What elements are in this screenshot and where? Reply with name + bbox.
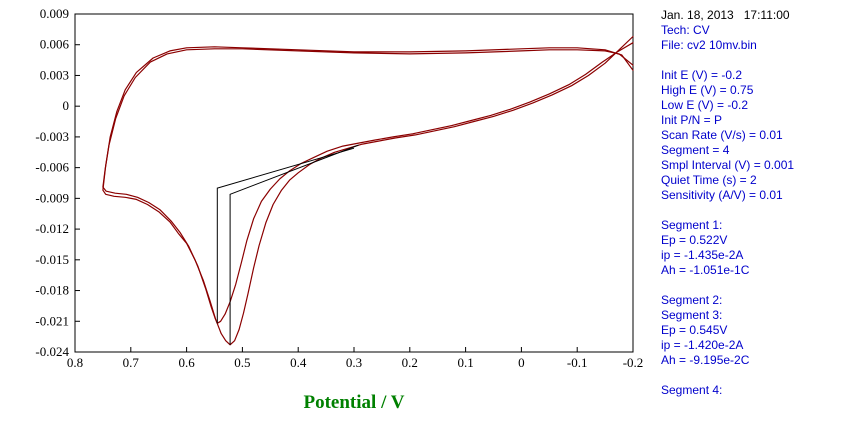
param-segment: Segment = 4 [661,143,730,157]
y-tick-label: 0.003 [40,67,69,82]
segment-1-ah: Ah = -1.051e-1C [661,263,750,277]
timestamp: Jan. 18, 2013 17:11:00 [661,8,790,22]
y-tick-label: -0.003 [35,129,69,144]
y-tick-label: -0.006 [35,160,69,175]
segment-3-ep: Ep = 0.545V [661,323,728,337]
cv-chart-area: 0.8 0.7 0.6 0.5 0.4 0.3 0.2 0.1 0 -0.1 -0.2 0.009 0.… [35,6,644,413]
x-tick-label: 0.5 [234,355,250,370]
y-tick-label: 0 [63,98,70,113]
x-tick-label: 0.4 [290,355,307,370]
segment-3-ip: ip = -1.420e-2A [661,338,744,352]
param-init-e: Init E (V) = -0.2 [661,68,743,82]
x-tick-label: -0.1 [567,355,588,370]
spacer [661,203,849,218]
x-axis-title: Potential / V [304,392,405,413]
peak-segment-3-marker [216,147,355,324]
segment-1-header: Segment 1: [661,218,723,232]
x-tick-label: 0.8 [67,355,83,370]
param-low-e: Low E (V) = -0.2 [661,98,749,112]
param-sensitivity: Sensitivity (A/V) = 0.01 [661,188,783,202]
file-label: File: cv2 10mv.bin [661,38,757,52]
x-tick-label: 0 [518,355,525,370]
y-tick-label: -0.018 [35,283,69,298]
plot-border [74,13,634,353]
x-tick-label: 0.7 [123,355,140,370]
segment-1-ep: Ep = 0.522V [661,233,728,247]
spacer [661,278,849,293]
cv-curve-cycle-2-segments-3-4 [102,42,634,324]
y-tick-label: -0.021 [35,313,69,328]
segment-4-header: Segment 4: [661,383,723,397]
x-tick-label: 0.1 [457,355,473,370]
spacer [661,53,849,68]
segment-2-header: Segment 2: [661,293,723,307]
x-tick-label: 0.6 [178,355,195,370]
y-tick-label: -0.009 [35,190,69,205]
param-smpl-interval: Smpl Interval (V) = 0.001 [661,158,795,172]
param-high-e: High E (V) = 0.75 [661,83,754,97]
param-init-pn: Init P/N = P [661,113,723,127]
cv-plot: 0.8 0.7 0.6 0.5 0.4 0.3 0.2 0.1 0 -0.1 -0.2 0.009 0.… [35,6,644,413]
cv-curve-cycle-1-segments-1-2 [102,35,634,346]
spacer [661,368,849,383]
y-tick-label: -0.012 [35,221,69,236]
x-tick-label: -0.2 [623,355,644,370]
param-quiet-time: Quiet Time (s) = 2 [661,173,757,187]
y-tick-label: -0.015 [35,252,69,267]
segment-3-header: Segment 3: [661,308,723,322]
y-tick-label: 0.006 [40,37,70,52]
param-scan-rate: Scan Rate (V/s) = 0.01 [661,128,783,142]
segment-1-ip: ip = -1.435e-2A [661,248,744,262]
info-panel: Jan. 18, 2013 17:11:00 Tech: CV File: cv… [661,8,849,398]
peak-segment-1-marker [229,144,359,345]
segment-3-ah: Ah = -9.195e-2C [661,353,750,367]
x-tick-label: 0.3 [346,355,362,370]
x-tick-label: 0.2 [402,355,418,370]
tech-label: Tech: CV [661,23,710,37]
y-tick-label: 0.009 [40,6,69,21]
y-tick-label: -0.024 [35,344,69,359]
